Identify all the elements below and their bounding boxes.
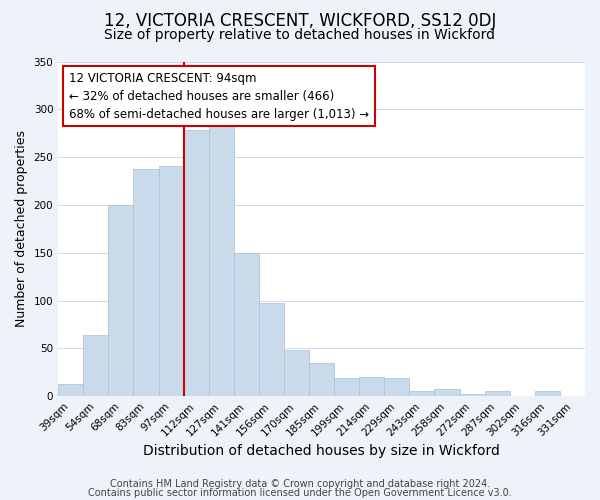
Text: 12 VICTORIA CRESCENT: 94sqm
← 32% of detached houses are smaller (466)
68% of se: 12 VICTORIA CRESCENT: 94sqm ← 32% of det… (69, 72, 369, 120)
Bar (334, 378, 359, 396)
Bar (109, 205, 133, 396)
Bar (284, 350, 309, 396)
Bar (209, 118, 234, 396)
Bar (460, 394, 485, 396)
Bar (184, 130, 209, 396)
Bar (309, 363, 334, 396)
Text: Size of property relative to detached houses in Wickford: Size of property relative to detached ho… (104, 28, 496, 42)
Text: Contains public sector information licensed under the Open Government Licence v3: Contains public sector information licen… (88, 488, 512, 498)
Bar (133, 168, 158, 396)
Text: Contains HM Land Registry data © Crown copyright and database right 2024.: Contains HM Land Registry data © Crown c… (110, 479, 490, 489)
Bar (409, 392, 434, 396)
Bar (385, 378, 409, 396)
Bar (535, 392, 560, 396)
Text: 12, VICTORIA CRESCENT, WICKFORD, SS12 0DJ: 12, VICTORIA CRESCENT, WICKFORD, SS12 0D… (104, 12, 496, 30)
Y-axis label: Number of detached properties: Number of detached properties (15, 130, 28, 328)
Bar (359, 377, 385, 396)
Bar (485, 392, 510, 396)
X-axis label: Distribution of detached houses by size in Wickford: Distribution of detached houses by size … (143, 444, 500, 458)
Bar (259, 304, 284, 396)
Bar (83, 335, 109, 396)
Bar (158, 166, 184, 396)
Bar (234, 253, 259, 396)
Bar (434, 388, 460, 396)
Bar (58, 384, 83, 396)
